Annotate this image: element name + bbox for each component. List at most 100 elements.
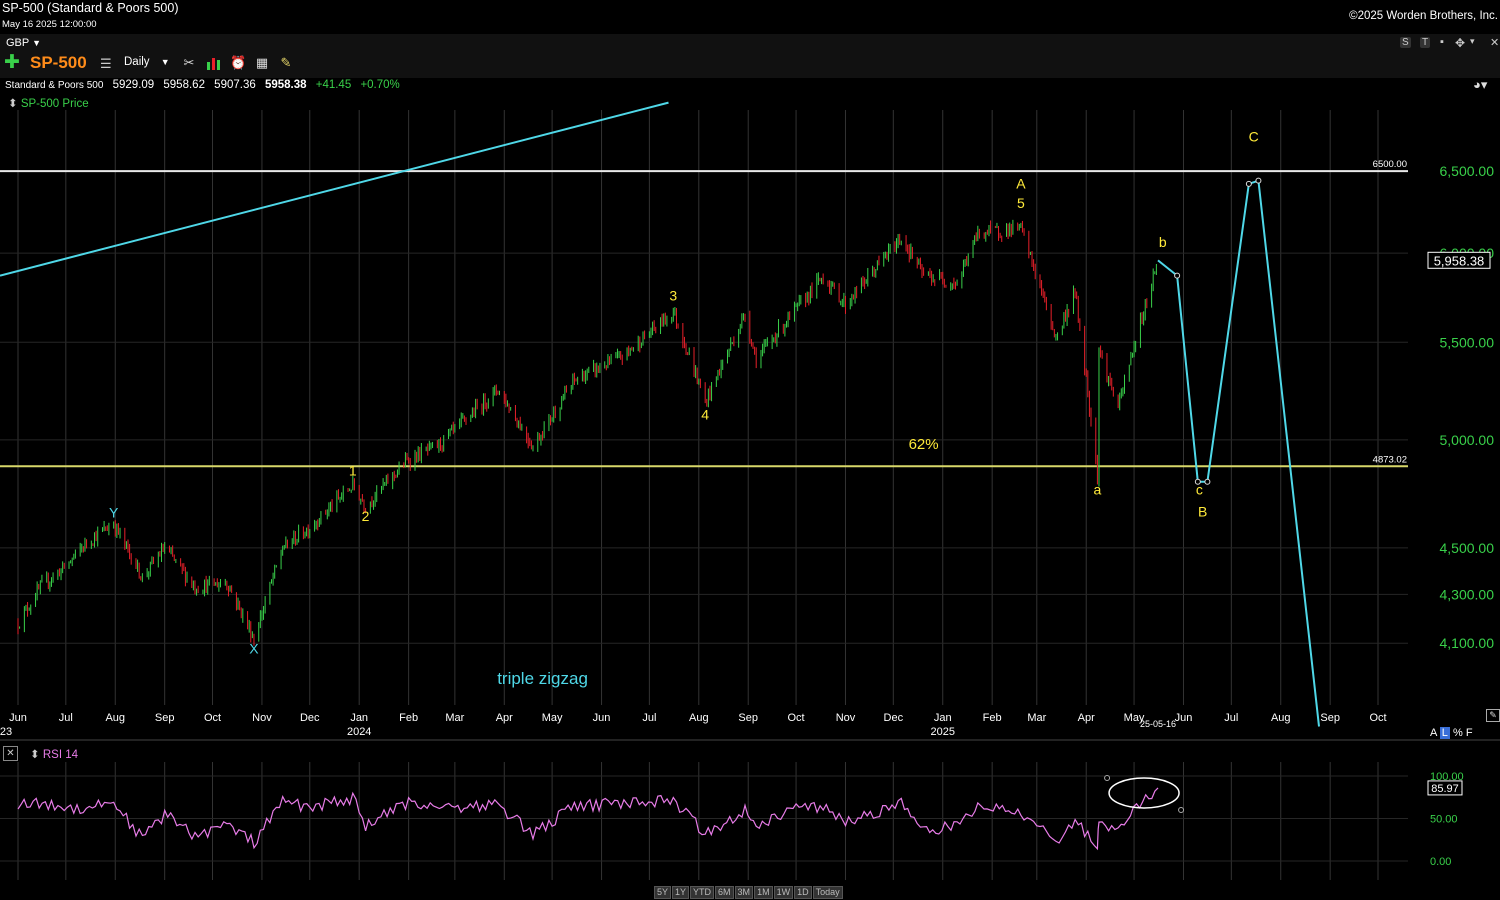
range-1m[interactable]: 1M <box>754 886 773 899</box>
wave-label: c <box>1196 482 1203 498</box>
x-tick-label: Oct <box>1369 712 1386 724</box>
x-tick-label: Jul <box>1224 712 1238 724</box>
axis-option-a[interactable]: A <box>1430 727 1437 739</box>
rsi-panel: 100.00 50.00 0.00 85.97 <box>0 739 1500 868</box>
close-icon[interactable]: ✕ <box>1490 37 1500 49</box>
tools-icon[interactable]: ✂ <box>183 55 195 70</box>
x-year-label: 2025 <box>930 726 954 738</box>
range-today[interactable]: Today <box>812 886 843 899</box>
range-1d[interactable]: 1D <box>794 886 812 899</box>
change-percent: +0.70% <box>360 79 400 91</box>
price-series-label[interactable]: ⬍ SP-500 Price <box>8 96 89 110</box>
y-tick-label: 5,000.00 <box>1440 432 1495 448</box>
chevron-down-icon: ▼ <box>160 57 170 67</box>
period-dropdown[interactable]: Daily ▼ <box>124 56 170 68</box>
level-label: 4873.02 <box>1373 454 1407 465</box>
x-year-label: 23 <box>0 726 12 738</box>
high-value: 5958.62 <box>163 79 205 91</box>
chevron-down-icon: ▼ <box>32 38 42 48</box>
range-6m[interactable]: 6M <box>715 886 734 899</box>
symbol-input[interactable]: SP-500 <box>30 53 87 72</box>
calculator-icon[interactable]: ▦ <box>255 55 269 70</box>
wave-label: 5 <box>1017 195 1025 211</box>
toolbar <box>0 34 1500 78</box>
wave-label: 3 <box>669 287 677 303</box>
x-tick-label: Nov <box>252 712 272 724</box>
x-tick-label: Sep <box>155 712 175 724</box>
x-tick-label: Jun <box>9 712 27 724</box>
x-tick-label: Jan <box>350 712 368 724</box>
rsi-series-name: RSI 14 <box>42 749 79 761</box>
chart-timestamp: May 16 2025 12:00:00 <box>2 19 97 30</box>
rsi-last-box <box>1427 780 1463 796</box>
x-tick-label: Apr <box>496 712 513 724</box>
last-price-box <box>1427 251 1491 269</box>
y-tick-label: 4,500.00 <box>1440 540 1495 556</box>
notes-icon[interactable]: ✎ <box>280 55 292 70</box>
x-tick-label: Jul <box>59 712 73 724</box>
range-1w[interactable]: 1W <box>773 886 794 899</box>
move-icon[interactable]: ✥ <box>1455 36 1466 50</box>
y-tick-label: 4,100.00 <box>1440 635 1495 651</box>
range-1y[interactable]: 1Y <box>672 886 690 899</box>
y-tick-label: 4,300.00 <box>1440 586 1495 602</box>
indicators-icon[interactable] <box>205 55 221 71</box>
projection-path <box>1157 177 1321 727</box>
projection-node <box>1204 478 1211 485</box>
x-tick-label: Nov <box>836 712 856 724</box>
x-tick-label: May <box>542 712 563 724</box>
change-value: +41.45 <box>315 79 352 91</box>
trend-lines <box>0 101 669 277</box>
wave-label: 2 <box>362 508 370 524</box>
x-tick-label: Oct <box>787 712 804 724</box>
x-tick-label: Jan <box>934 712 952 724</box>
window-button-s[interactable]: S <box>1400 37 1411 48</box>
wave-label: B <box>1198 503 1207 519</box>
list-icon[interactable]: ☰ <box>100 56 112 71</box>
range-ytd[interactable]: YTD <box>690 886 715 899</box>
date-x-axis: Jun 23 Jul Aug Sep Oct Nov Dec Jan 2024 Feb Mar Apr M… <box>0 712 1387 738</box>
rsi-line <box>17 787 1159 851</box>
current-date-label: 25-05-16 <box>1140 719 1176 729</box>
range-buttons: 5Y 1Y YTD 6M 3M 1M 1W 1D Today <box>654 886 844 899</box>
range-5y[interactable]: 5Y <box>654 886 672 899</box>
projection-line <box>1157 179 1321 727</box>
draw-tool-icon[interactable]: ✎ <box>1486 709 1500 722</box>
x-tick-label: Sep <box>1320 712 1340 724</box>
chevron-down-icon[interactable]: ▾ <box>1470 36 1475 46</box>
y-tick-label: 6,500.00 <box>1440 163 1495 179</box>
range-3m[interactable]: 3M <box>734 886 754 899</box>
open-value: 5929.09 <box>112 79 155 91</box>
wave-label: 4 <box>701 407 709 423</box>
move-handle-icon[interactable]: ⬍ <box>8 98 18 110</box>
projection-node <box>1194 478 1201 485</box>
x-tick-label: Oct <box>204 712 221 724</box>
currency-dropdown[interactable]: GBP ▼ <box>6 37 41 49</box>
rsi-series-label[interactable]: ⬍ RSI 14 <box>30 747 78 761</box>
window-button-t[interactable]: T <box>1420 37 1431 48</box>
projection-node <box>1255 177 1262 184</box>
level-lines: 6500.00 4873.02 <box>0 159 1408 468</box>
globe-icon[interactable]: ◕▾ <box>1473 77 1488 92</box>
close-panel-icon[interactable]: ✕ <box>3 746 18 761</box>
close-value: 5958.38 <box>264 79 307 91</box>
x-tick-label: Mar <box>445 712 464 724</box>
x-tick-label: Apr <box>1078 712 1095 724</box>
wave-label: 1 <box>349 462 357 478</box>
ellipse-handle <box>1104 775 1111 781</box>
axis-option-log[interactable]: L <box>1439 727 1450 739</box>
rsi-y-tick-label: 0.00 <box>1430 856 1451 868</box>
axis-option-percent[interactable]: % <box>1452 727 1463 739</box>
axis-option-f[interactable]: F <box>1465 727 1473 739</box>
alarm-icon[interactable]: ⏰ <box>230 55 247 70</box>
add-symbol-icon[interactable]: ✚ <box>4 52 20 73</box>
rsi-highlight-ellipse <box>1108 777 1180 809</box>
move-handle-icon[interactable]: ⬍ <box>30 749 40 761</box>
currency-label: GBP <box>6 37 30 49</box>
x-tick-label: Feb <box>399 712 418 724</box>
ellipse-handle <box>1178 807 1185 813</box>
fib-annotation: 62% <box>909 436 939 453</box>
x-tick-label: Jun <box>1175 712 1193 724</box>
window-button-box[interactable]: ▪ <box>1440 36 1444 48</box>
